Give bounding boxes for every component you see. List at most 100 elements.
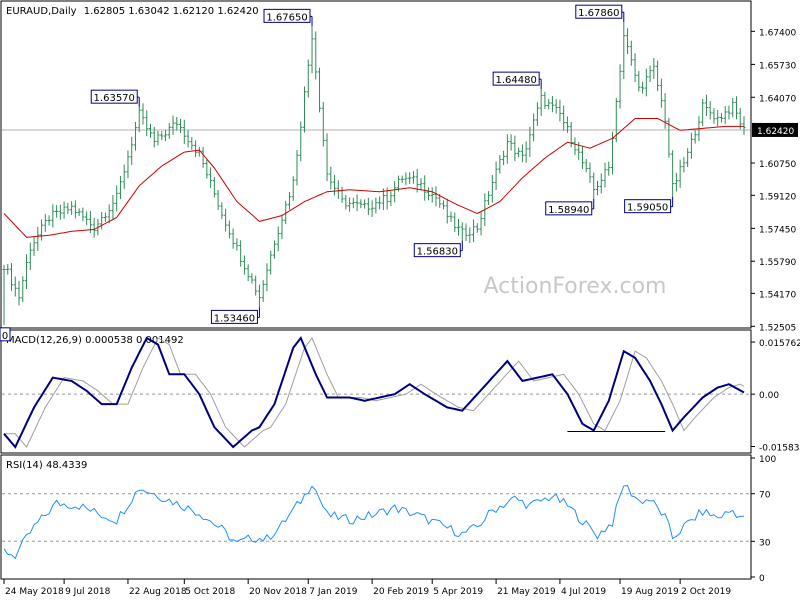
price-bar [363,199,367,209]
price-bar [404,172,408,186]
x-tick-label: 21 May 2019 [497,587,556,597]
price-ytick-label: 1.57450 [759,225,796,235]
price-bar [235,238,239,251]
price-bar [441,200,446,210]
annotation-box [0,327,11,342]
price-bar [704,94,709,116]
price-bar [43,213,47,232]
rsi-title: RSI(14) 48.4339 [6,460,87,471]
price-bar [62,201,66,219]
price-bar [261,280,265,302]
price-bar [167,123,171,139]
price-bar [321,102,325,147]
price-bar [28,242,32,271]
price-bar [257,284,262,308]
price-bar [310,26,314,74]
price-bar [317,67,322,113]
axis-layer: 1.67400 1.65730 1.64070 1.60750 1.59120 1.574… [3,28,800,597]
price-bar [539,89,543,117]
price-bar [47,215,51,226]
price-bar [272,240,277,259]
price-bar [562,105,566,131]
x-tick-label: 24 May 2018 [5,587,64,597]
x-tick-label: 20 Feb 2019 [373,587,429,597]
price-bar [509,134,513,151]
price-bar [558,99,562,122]
price-bar [637,70,641,92]
price-bar [9,263,14,291]
annotation-label: 1.58940 [548,205,589,216]
price-bar [517,147,521,158]
price-bar [629,40,633,66]
price-bar [719,113,724,123]
price-bar [54,205,59,218]
price-bar [182,119,186,144]
price-bar [393,181,397,203]
price-bar [302,86,307,133]
price-bar [592,172,596,199]
price-bar [490,174,494,203]
price-bar [678,159,682,188]
price-ytick-label: 1.64070 [759,94,796,104]
annotation-box [492,71,540,86]
price-bar [355,194,359,212]
price-bar [727,105,731,120]
price-bar [246,264,250,282]
annotation-box [575,4,623,19]
chart-symbol: EURAUD,Daily 1.62805 1.63042 1.62120 1.6… [6,6,259,17]
price-annotation: 1.64480 [492,71,542,90]
price-bar [742,116,746,136]
price-annotation: 1.67650 [263,8,313,27]
x-tick-label: 5 Oct 2018 [185,587,235,597]
price-bar [171,115,175,135]
price-bar [126,150,130,179]
price-ytick-label: 1.55790 [759,258,796,268]
price-bar [580,146,585,170]
price-ytick-label: 1.52505 [759,323,796,333]
price-bar [445,198,449,224]
macd-ytick-label: 0.015762 [759,339,800,349]
price-bar [24,254,29,290]
price-bar [58,204,62,220]
price-bar [423,175,427,201]
price-bar [471,219,476,243]
price-bar [374,197,378,214]
annotation-box [413,243,461,258]
price-bar [2,265,6,325]
price-bar [415,168,419,193]
annotation-label: 1.59050 [627,203,668,214]
price-bar [734,96,739,120]
price-bar [186,130,190,148]
price-bar [708,100,712,120]
price-bar [378,196,382,210]
price-panel [0,0,752,329]
price-bar [659,78,663,108]
price-bar [325,133,329,182]
price-bar [6,264,10,275]
price-bar [434,186,438,207]
price-bar [475,223,479,233]
x-tick-label: 2 Oct 2019 [681,587,731,597]
price-bar [622,22,626,80]
price-bar [351,197,355,209]
price-annotation: 1.59050 [624,196,674,214]
price-bar [588,162,592,183]
price-bar [314,31,318,80]
price-bar [122,164,126,190]
price-bar [208,167,213,188]
x-tick-label: 19 Aug 2019 [621,587,679,597]
price-bar [299,121,303,162]
rsi-ytick-label: 30 [759,538,771,548]
price-bar [599,173,603,194]
price-bar [141,103,145,125]
price-bar [344,195,348,210]
price-bar [453,212,457,232]
price-bar [381,188,385,211]
price-bar [554,99,558,114]
price-bar [603,162,607,188]
price-bar [573,137,577,156]
price-annotation: 1.53460 [210,307,260,324]
price-bar [716,110,720,127]
price-bar [701,99,705,127]
